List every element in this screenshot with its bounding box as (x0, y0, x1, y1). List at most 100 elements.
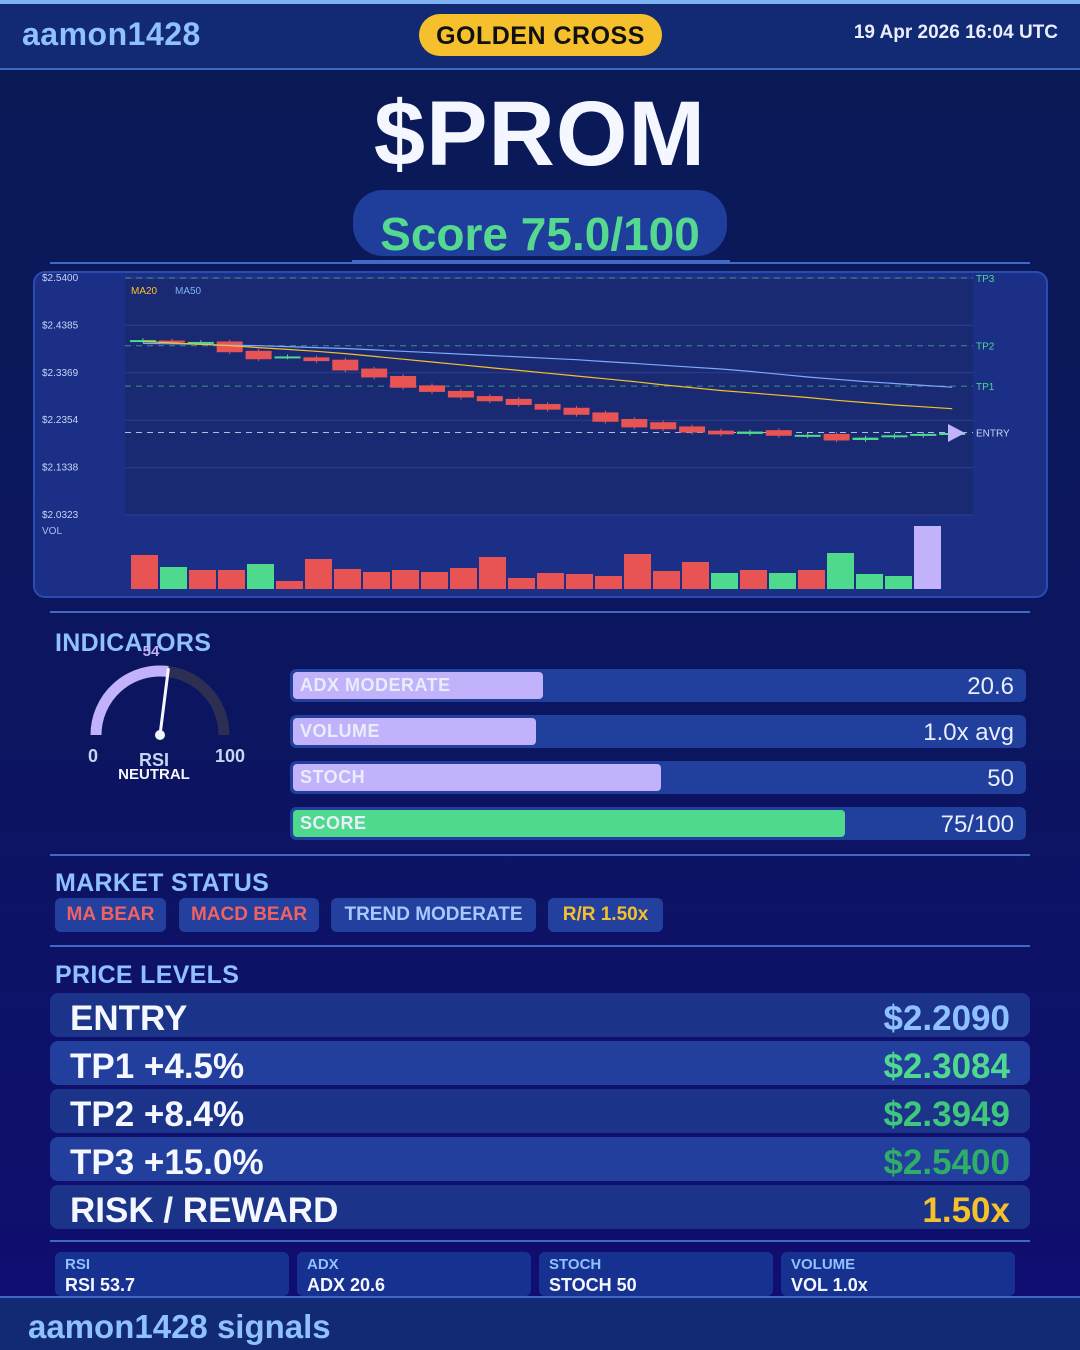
volume-label: VOL (42, 526, 62, 537)
candle (447, 390, 474, 398)
price-row-label: ENTRY (70, 999, 188, 1038)
bar-label: STOCH (300, 767, 366, 787)
card-value: VOL 1.0x (791, 1275, 868, 1295)
price-row-value: $2.5400 (883, 1143, 1010, 1182)
candle (505, 398, 532, 405)
volume-bar (392, 570, 419, 589)
divider (50, 1240, 1030, 1242)
price-row-label: RISK / REWARD (70, 1191, 339, 1230)
brand-name: aamon1428 (22, 16, 201, 52)
y-tick-label: $2.1338 (42, 463, 79, 474)
card-volume: VOLUME VOL 1.0x (781, 1252, 1015, 1296)
card-title: RSI (65, 1256, 91, 1273)
price-row-value: 1.50x (922, 1191, 1010, 1230)
gauge-min-label: 0 (88, 746, 98, 766)
price-row-value: $2.3949 (883, 1095, 1010, 1134)
bar-fill (293, 718, 536, 745)
volume-bar (827, 553, 854, 589)
card-value: RSI 53.7 (65, 1275, 136, 1295)
price-row-value: $2.3084 (883, 1047, 1010, 1086)
volume-bar (856, 574, 883, 589)
volume-bar (160, 567, 187, 589)
candle (476, 396, 503, 402)
ticker-symbol: $PROM (373, 83, 707, 185)
gauge-rsi-label: RSI (139, 750, 169, 770)
candle (765, 430, 792, 436)
candle (736, 431, 763, 434)
volume-bar (566, 574, 593, 589)
bar-label: ADX MODERATE (300, 675, 451, 695)
volume-bar (363, 572, 390, 589)
volume-bar (421, 572, 448, 589)
candle (216, 341, 243, 353)
gauge-fill (90, 665, 169, 736)
chip-macd-bear: MACD BEAR (179, 898, 319, 932)
bar-value: 1.0x avg (923, 719, 1014, 746)
volume-bar (624, 554, 651, 589)
price-row-tp2: TP2 +8.4% $2.3949 (50, 1089, 1030, 1134)
volume-bar (595, 576, 622, 589)
candle (910, 433, 937, 436)
indicators-title: INDICATORS (55, 629, 212, 657)
volume-bar (508, 578, 535, 589)
legend-ma50: MA50 (175, 286, 202, 297)
gauge-state: NEUTRAL (118, 766, 190, 783)
gauge-hub (155, 730, 165, 740)
candle (621, 418, 648, 428)
bar-fill (293, 672, 544, 699)
y-tick-label: $2.5400 (42, 273, 79, 284)
candle (130, 340, 156, 343)
candle (563, 407, 590, 415)
bar-label: VOLUME (300, 721, 381, 741)
y-tick-label: $2.2354 (42, 415, 79, 426)
chip-trend: TREND MODERATE (331, 898, 536, 932)
price-row-label: TP3 +15.0% (70, 1143, 264, 1182)
bar-value: 50 (987, 765, 1014, 792)
rsi-value: 54 (143, 643, 160, 660)
adx-bar: ADX MODERATE 20.6 (290, 669, 1026, 702)
gauge-max-label: 100 (215, 746, 245, 766)
divider (50, 611, 1030, 613)
level-label-tp3: TP3 (976, 274, 995, 285)
plot-area (125, 278, 973, 515)
volume-bar (798, 570, 825, 589)
candle (274, 356, 301, 359)
footer-text: aamon1428 signals (28, 1308, 331, 1345)
score-bar: SCORE 75/100 (290, 807, 1026, 840)
price-row-rr: RISK / REWARD 1.50x (50, 1185, 1030, 1230)
candle (679, 426, 706, 433)
rsi-gauge: 54 0 100 RSI NEUTRAL (88, 643, 245, 783)
stoch-bar: STOCH 50 (290, 761, 1026, 794)
bar-fill (293, 810, 845, 837)
card-title: ADX (307, 1256, 339, 1273)
price-row-entry: ENTRY $2.2090 (50, 993, 1030, 1038)
level-label-tp1: TP1 (976, 382, 995, 393)
volume-bar (189, 570, 216, 589)
volume-bar (537, 573, 564, 589)
volume-bar (682, 562, 709, 589)
volume-bar (247, 564, 274, 589)
price-chart: TP3 TP2 TP1 ENTRY $2.5400 $2.4385 $2.3369 $2.2… (42, 273, 1010, 589)
golden-cross-badge: GOLDEN CROSS (419, 14, 662, 56)
candle (708, 430, 734, 435)
volume-bar (305, 559, 332, 589)
candle (823, 433, 850, 441)
card-stoch: STOCH STOCH 50 (539, 1252, 773, 1296)
footer-bar (0, 1296, 1080, 1350)
price-row-value: $2.2090 (883, 999, 1010, 1038)
card-rsi: RSI RSI 53.7 (55, 1252, 289, 1296)
price-row-tp3: TP3 +15.0% $2.5400 (50, 1137, 1030, 1182)
price-row-label: TP1 +4.5% (70, 1047, 245, 1086)
volume-bar (653, 571, 680, 589)
score-text: Score 75.0/100 (380, 208, 700, 260)
candle (419, 385, 445, 392)
card-title: VOLUME (791, 1256, 856, 1273)
candle (332, 359, 359, 371)
volume-bar (276, 581, 303, 589)
chip-rr: R/R 1.50x (548, 898, 663, 932)
candle (534, 404, 561, 410)
candle (592, 412, 619, 422)
bar-label: SCORE (300, 813, 367, 833)
volume-bar (218, 570, 245, 589)
candle (245, 350, 272, 360)
